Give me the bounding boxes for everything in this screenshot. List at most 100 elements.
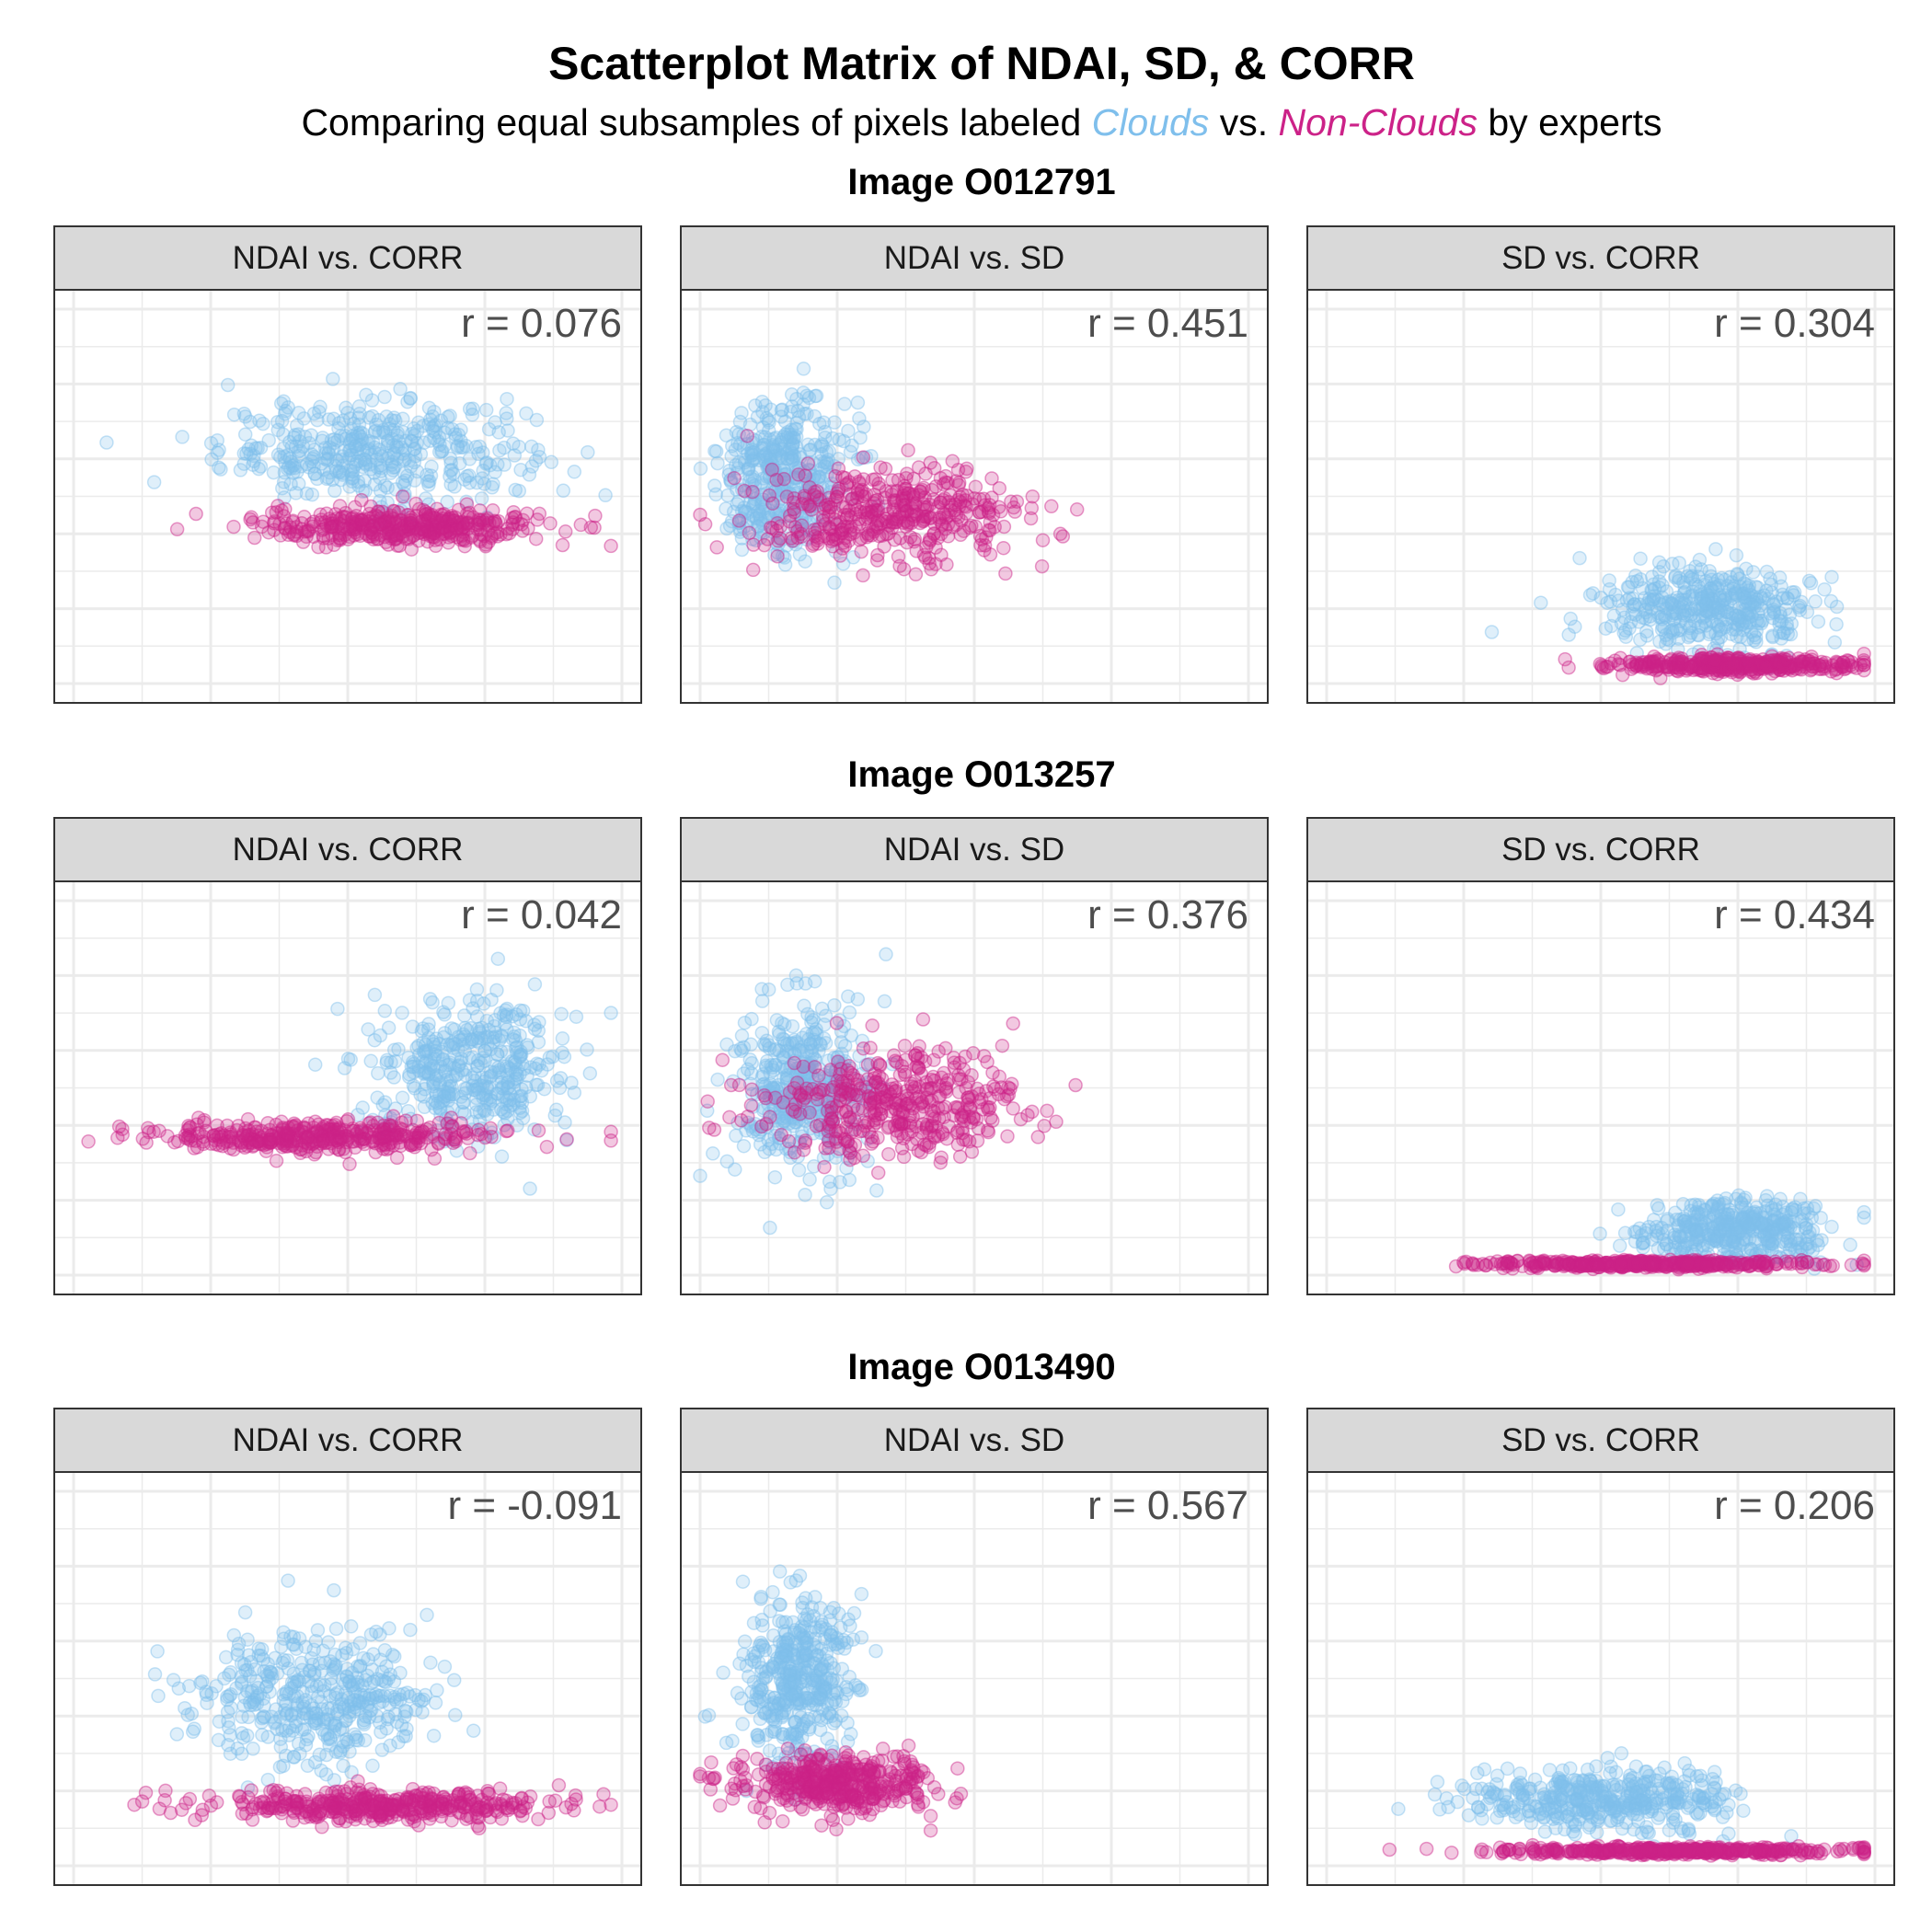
scatter-point: [787, 504, 802, 520]
scatter-point: [1792, 661, 1807, 676]
scatter-point: [1844, 1258, 1859, 1272]
scatter-point: [460, 506, 475, 522]
scatter-point: [779, 1075, 795, 1090]
scatter-point: [261, 1133, 277, 1147]
scatter-point: [299, 486, 315, 501]
scatter-point: [357, 1136, 372, 1152]
scatter-point: [367, 514, 382, 529]
scatter-point: [321, 412, 337, 427]
scatter-point: [270, 1135, 286, 1151]
scatter-point: [775, 1098, 790, 1113]
scatter-point: [819, 444, 834, 459]
scatter-point: [1708, 656, 1723, 671]
scatter-point: [983, 523, 997, 538]
scatter-point: [1764, 1228, 1779, 1244]
scatter-point: [768, 443, 783, 457]
scatter-point: [901, 1091, 915, 1107]
scatter-point: [275, 1121, 291, 1136]
scatter-point: [345, 431, 361, 446]
scatter-point: [1788, 1232, 1804, 1247]
scatter-point: [190, 1117, 204, 1132]
scatter-point: [277, 449, 292, 465]
scatter-point: [422, 508, 438, 523]
scatter-point: [442, 519, 456, 535]
scatter-point: [385, 1118, 399, 1133]
scatter-point: [1636, 1240, 1650, 1255]
scatter-point: [1714, 1254, 1730, 1269]
scatter-point: [445, 1069, 460, 1084]
scatter-point: [844, 510, 858, 525]
scatter-point: [867, 487, 882, 502]
scatter-point: [775, 1081, 789, 1097]
scatter-point: [476, 463, 490, 478]
scatter-point: [417, 1082, 432, 1097]
scatter-point: [371, 504, 385, 519]
scatter-point: [911, 488, 926, 502]
scatter-point: [348, 522, 363, 537]
scatter-point: [506, 1075, 522, 1089]
scatter-point: [892, 1103, 907, 1118]
scatter-point: [779, 431, 795, 445]
scatter-point: [497, 1118, 512, 1133]
scatter-point: [1741, 660, 1756, 675]
scatter-point: [1717, 659, 1731, 673]
scatter-point: [328, 1140, 342, 1156]
scatter-point: [825, 1113, 841, 1129]
scatter-point: [1722, 1215, 1737, 1230]
scatter-point: [831, 1054, 845, 1070]
scatter-point: [442, 1079, 457, 1094]
scatter-point: [787, 1084, 801, 1098]
scatter-point: [827, 527, 843, 542]
scatter-point: [351, 1129, 367, 1144]
scatter-point: [913, 515, 927, 531]
scatter-point: [764, 402, 778, 417]
scatter-point: [1645, 1232, 1660, 1248]
scatter-point: [1775, 1234, 1789, 1249]
scatter-point: [1855, 1256, 1870, 1271]
scatter-point: [418, 1037, 433, 1052]
scatter-point: [801, 530, 816, 546]
scatter-point: [1719, 652, 1734, 668]
scatter-point: [1654, 612, 1670, 627]
scatter-point: [1779, 616, 1794, 632]
scatter-point: [745, 469, 760, 484]
scatter-point: [355, 484, 371, 499]
scatter-point: [496, 1088, 511, 1104]
scatter-point: [279, 1133, 294, 1149]
scatter-point: [357, 1132, 372, 1146]
scatter-point: [1775, 656, 1790, 672]
scatter-point: [823, 1124, 839, 1140]
scatter-point: [801, 476, 817, 491]
scatter-point: [421, 506, 436, 522]
scatter-point: [889, 512, 904, 527]
scatter-point: [807, 1098, 822, 1114]
scatter-point: [278, 403, 293, 419]
scatter-point: [822, 1117, 836, 1132]
scatter-point: [481, 421, 497, 437]
scatter-point: [750, 1087, 765, 1102]
scatter-point: [240, 1127, 256, 1143]
scatter-point: [476, 445, 490, 460]
scatter-point: [1716, 1247, 1731, 1262]
scatter-point: [974, 504, 989, 520]
scatter-point: [1749, 665, 1765, 681]
scatter-point: [847, 1112, 862, 1128]
scatter-point: [940, 1073, 956, 1087]
scatter-point: [1653, 609, 1669, 625]
scatter-point: [1733, 629, 1748, 645]
scatter-point: [1664, 656, 1679, 672]
scatter-point: [1688, 658, 1704, 673]
scatter-point: [416, 419, 431, 433]
scatter-point: [1836, 655, 1851, 670]
scatter-point: [581, 444, 595, 460]
scatter-point: [298, 1121, 313, 1135]
scatter-point: [1728, 661, 1742, 676]
scatter-point: [1857, 1204, 1871, 1220]
scatter-point: [763, 1220, 777, 1236]
scatter-point: [1829, 661, 1844, 676]
scatter-point: [950, 1101, 966, 1116]
scatter-point: [239, 1129, 255, 1144]
scatter-point: [315, 433, 329, 448]
scatter-point: [1765, 666, 1779, 681]
scatter-point: [289, 418, 305, 433]
